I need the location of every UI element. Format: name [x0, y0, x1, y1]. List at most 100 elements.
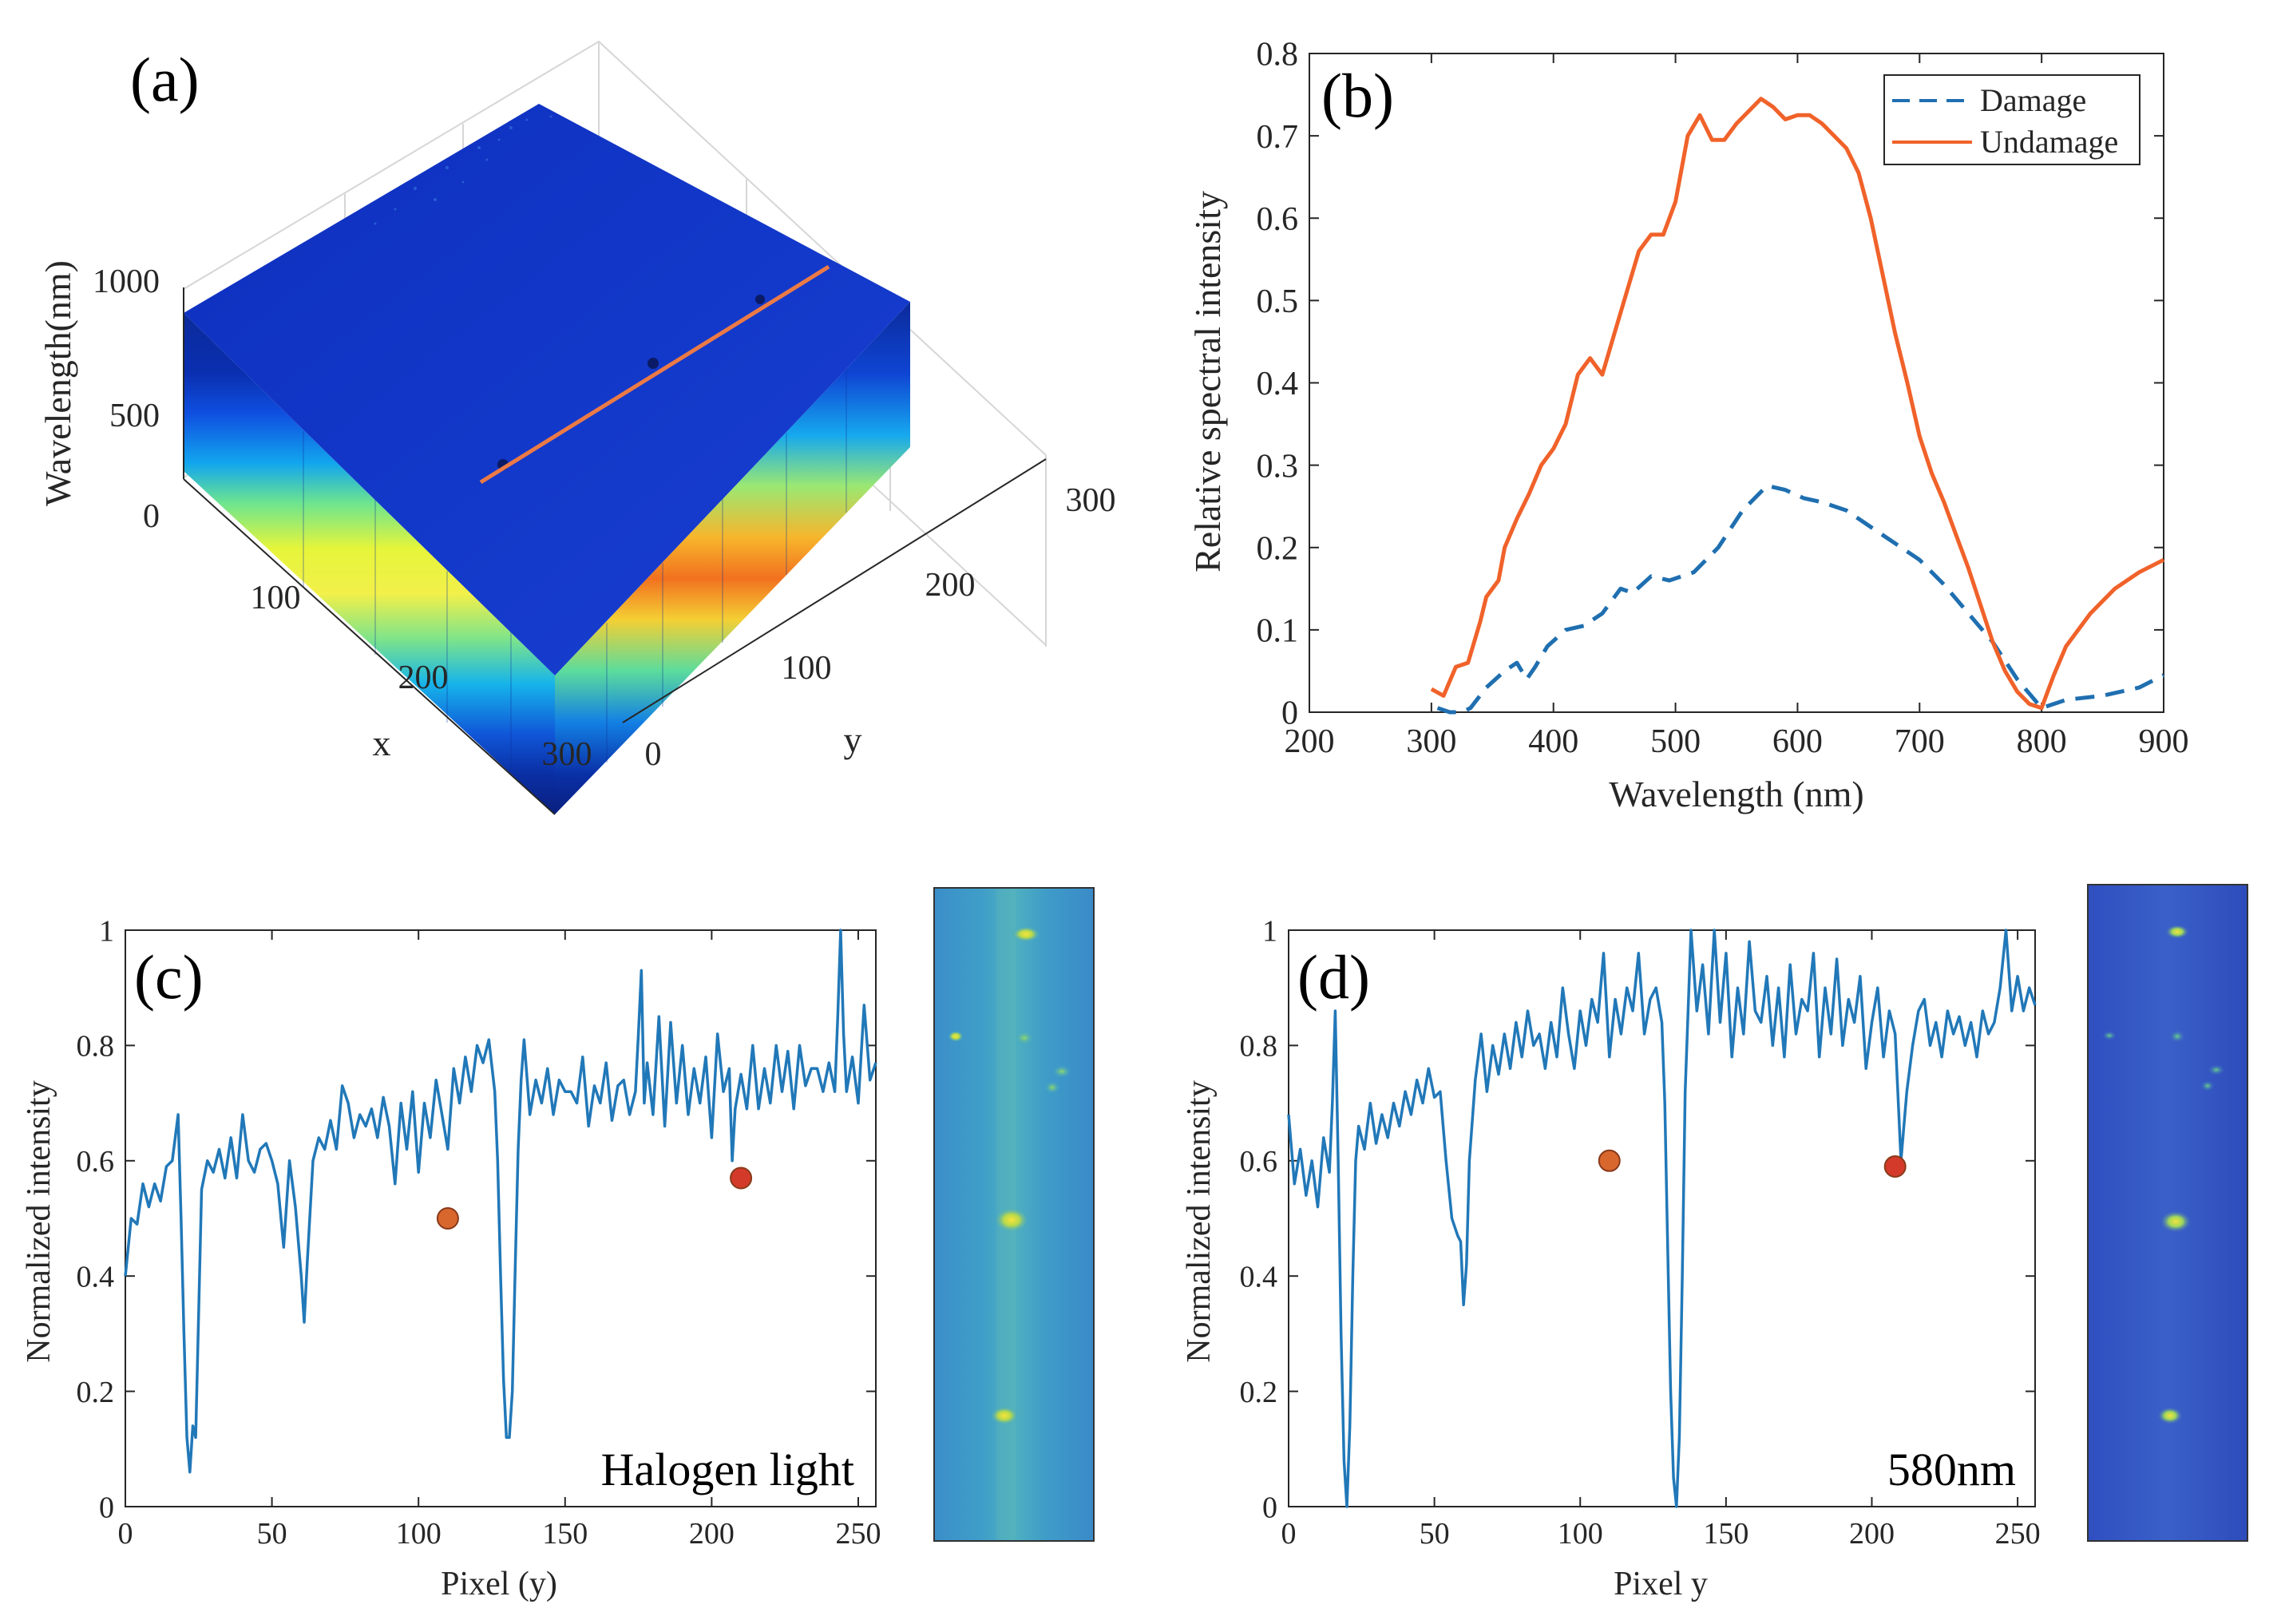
y-tick-label: 0.2 — [77, 1376, 115, 1409]
y-tick-label: 0.4 — [1257, 366, 1299, 402]
spot — [2157, 1407, 2183, 1424]
z-tick-label: 0 — [143, 498, 160, 535]
cube-right-face — [555, 302, 910, 814]
series-line-intensity — [1287, 929, 2037, 1508]
x-tick-label: 50 — [257, 1517, 287, 1551]
y-tick-label: 0.8 — [77, 1030, 115, 1064]
panel-d-profile-chart: 0 50 100 150 200 250 0 0.2 0.4 0.6 0.8 1 Pixel y No… — [1181, 884, 2248, 1602]
panel-label-a: (a) — [130, 45, 200, 114]
x-tick-label: 200 — [689, 1517, 735, 1551]
y-tick-label: 0.6 — [77, 1145, 115, 1178]
panel-label-b: (b) — [1321, 61, 1394, 130]
x-axis-label: Pixel (y) — [441, 1566, 557, 1602]
x-tick-label: 900 — [2139, 723, 2189, 760]
spot — [1012, 926, 1040, 942]
y-tick-label: 0.1 — [1257, 613, 1299, 650]
series-lines — [1287, 929, 2037, 1508]
legend: Damage Undamage — [1883, 74, 2140, 165]
y-tick-label: 0.2 — [1257, 530, 1299, 567]
spot — [948, 1031, 964, 1042]
x-tick-label: 50 — [1420, 1517, 1450, 1551]
marker-point — [436, 1207, 459, 1230]
spot — [1052, 1065, 1071, 1078]
x-tick-label: 800 — [2017, 723, 2067, 760]
x-tick-label: 100 — [251, 580, 301, 616]
x-tick-label: 250 — [835, 1517, 881, 1551]
x-tick-label: 300 — [1406, 723, 1456, 760]
y-tick-label: 0.8 — [1240, 1030, 1278, 1064]
x-tick-label: 250 — [1995, 1517, 2041, 1551]
z-tick-label: 500 — [109, 398, 160, 434]
y-tick-label: 0.8 — [1257, 37, 1299, 73]
y-axis — [622, 458, 1047, 723]
y-tick-label: 1 — [1262, 914, 1277, 948]
cube-top-face — [184, 104, 910, 675]
series-lines — [124, 929, 877, 1474]
y-tick-label: 0.3 — [1257, 448, 1299, 485]
spot — [2102, 1031, 2117, 1040]
panel-label-d: (d) — [1297, 942, 1370, 1012]
x-tick-label: 100 — [396, 1517, 442, 1551]
y-axis-label: Normalized intensity — [1181, 1080, 1218, 1362]
x-tick-label: 300 — [542, 736, 592, 773]
z-axis-label: Wavelength(nm) — [38, 260, 78, 506]
y-tick-label: 0.6 — [1240, 1145, 1278, 1178]
panel-a-cube-chart: 1000 500 0 Wavelength(nm) 100 200 300 x … — [38, 40, 1116, 815]
y-tick-label: 0.6 — [1257, 201, 1299, 238]
cube-streaks — [303, 369, 847, 774]
x-axis-ticks: 100 200 300 — [251, 580, 592, 773]
series-line-intensity — [124, 929, 877, 1474]
panel-b-spectra-chart: 200 300 400 500 600 700 800 900 0 0.1 0.2 0.3 0.4 0.5… — [1187, 37, 2189, 814]
y-axis-label: y — [844, 719, 862, 760]
axis-ticks: 200 300 400 500 600 700 800 900 0 0.1 0.2 0.3 0.4 0.5… — [1257, 37, 2189, 760]
image-strip-c — [933, 887, 1095, 1542]
spot — [2169, 1030, 2185, 1043]
y-tick-label: 200 — [925, 567, 976, 604]
image-strip-d — [2087, 884, 2248, 1542]
x-axis-label: Pixel y — [1614, 1566, 1708, 1602]
y-tick-label: 0.4 — [77, 1261, 115, 1294]
x-tick-label: 700 — [1895, 723, 1945, 760]
y-tick-label: 1 — [99, 914, 114, 948]
legend-label-damage: Damage — [1980, 82, 2086, 118]
cube-top-noise — [374, 115, 552, 225]
y-tick-label: 0 — [645, 736, 662, 773]
x-tick-label: 200 — [1849, 1517, 1895, 1551]
z-axis-ticks: 1000 500 0 — [93, 263, 160, 535]
series-line-undamage — [1430, 97, 2165, 711]
spot — [2200, 1080, 2215, 1091]
x-tick-label: 150 — [1703, 1517, 1748, 1551]
y-axis-label: Normalized intensity — [21, 1080, 57, 1362]
marker-point — [730, 1167, 753, 1190]
x-axis-label: x — [373, 723, 391, 763]
marker-point — [1598, 1149, 1621, 1172]
x-tick-label: 0 — [1281, 1517, 1297, 1551]
spot — [1044, 1081, 1060, 1094]
axis-ticks: 0 50 100 150 200 250 0 0.2 0.4 0.6 0.8 1 — [77, 914, 881, 1551]
annotation-halogen-light: Halogen light — [601, 1444, 854, 1495]
y-tick-label: 300 — [1066, 482, 1116, 519]
y-tick-label: 100 — [782, 650, 832, 687]
plot-frame — [125, 929, 877, 1507]
spot — [2165, 925, 2189, 939]
x-tick-label: 200 — [1285, 723, 1335, 760]
marker-point — [1883, 1155, 1907, 1178]
z-tick-label: 1000 — [93, 263, 160, 300]
cube-profile-line — [479, 264, 830, 485]
spot — [994, 1207, 1029, 1233]
x-tick-label: 0 — [118, 1517, 133, 1551]
panel-label-c: (c) — [134, 942, 204, 1012]
x-axis-label: Wavelength (nm) — [1609, 774, 1863, 814]
annotation-580nm: 580nm — [1887, 1444, 2016, 1495]
y-tick-label: 0.2 — [1240, 1376, 1278, 1409]
x-tick-label: 400 — [1528, 723, 1578, 760]
x-tick-label: 100 — [1558, 1517, 1603, 1551]
x-tick-label: 500 — [1650, 723, 1701, 760]
spot — [990, 1406, 1019, 1425]
plot-frame — [1288, 929, 2036, 1507]
legend-label-undamage: Undamage — [1980, 124, 2118, 160]
cube-left-face — [184, 313, 555, 814]
y-tick-label: 0 — [99, 1491, 114, 1524]
spot — [2160, 1210, 2192, 1233]
